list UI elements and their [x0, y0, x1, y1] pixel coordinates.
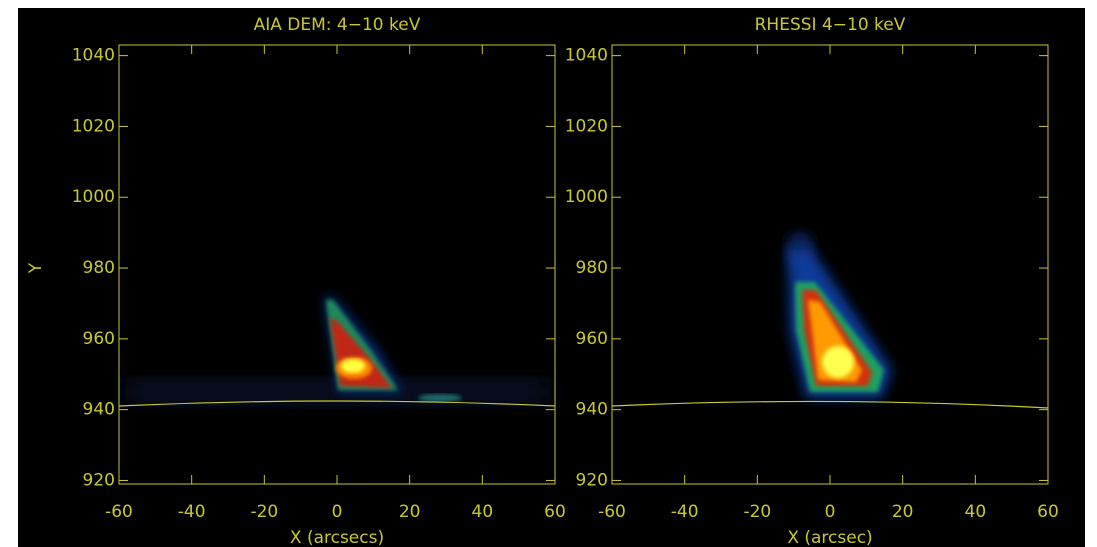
y-tick-label: 920	[83, 470, 115, 490]
x-tick-label: 20	[892, 502, 914, 522]
y-tick-label: 980	[83, 258, 115, 278]
y-tick-label: 1040	[565, 46, 608, 66]
x-tick-label: -40	[178, 502, 206, 522]
x-tick-label: 0	[332, 502, 343, 522]
y-tick-label: 1020	[72, 116, 115, 136]
y-tick-label: 1000	[72, 187, 115, 207]
chart-title: AIA DEM: 4−10 keV	[254, 15, 421, 35]
figure-background	[18, 8, 1085, 547]
limb-curve	[611, 400, 1049, 409]
x-tick-label: -40	[671, 502, 699, 522]
y-tick-label: 1020	[565, 116, 608, 136]
y-tick-label: 1000	[565, 187, 608, 207]
y-tick-label: 940	[83, 400, 115, 420]
x-tick-label: 40	[472, 502, 494, 522]
x-tick-label: -60	[598, 502, 626, 522]
x-tick-label: 60	[1037, 502, 1059, 522]
x-tick-label: 60	[544, 502, 566, 522]
y-tick-label: 1040	[72, 46, 115, 66]
limb-curve	[118, 400, 556, 407]
x-tick-label: 40	[965, 502, 987, 522]
y-tick-label: 920	[576, 470, 608, 490]
x-axis-label: X (arcsec)	[787, 528, 872, 547]
y-tick-label: 940	[576, 400, 608, 420]
y-tick-label: 960	[576, 329, 608, 349]
y-axis-label: Y	[26, 262, 46, 274]
chart-title: RHESSI 4−10 keV	[755, 15, 906, 35]
aia-emission	[125, 296, 550, 406]
x-tick-label: 0	[825, 502, 836, 522]
x-tick-label: -20	[743, 502, 771, 522]
y-tick-label: 960	[83, 329, 115, 349]
x-tick-label: 20	[399, 502, 421, 522]
x-tick-label: -60	[105, 502, 133, 522]
x-tick-label: -20	[250, 502, 278, 522]
rhessi-emission	[785, 232, 892, 398]
x-axis-label: X (arcsecs)	[290, 528, 384, 547]
y-tick-label: 980	[576, 258, 608, 278]
